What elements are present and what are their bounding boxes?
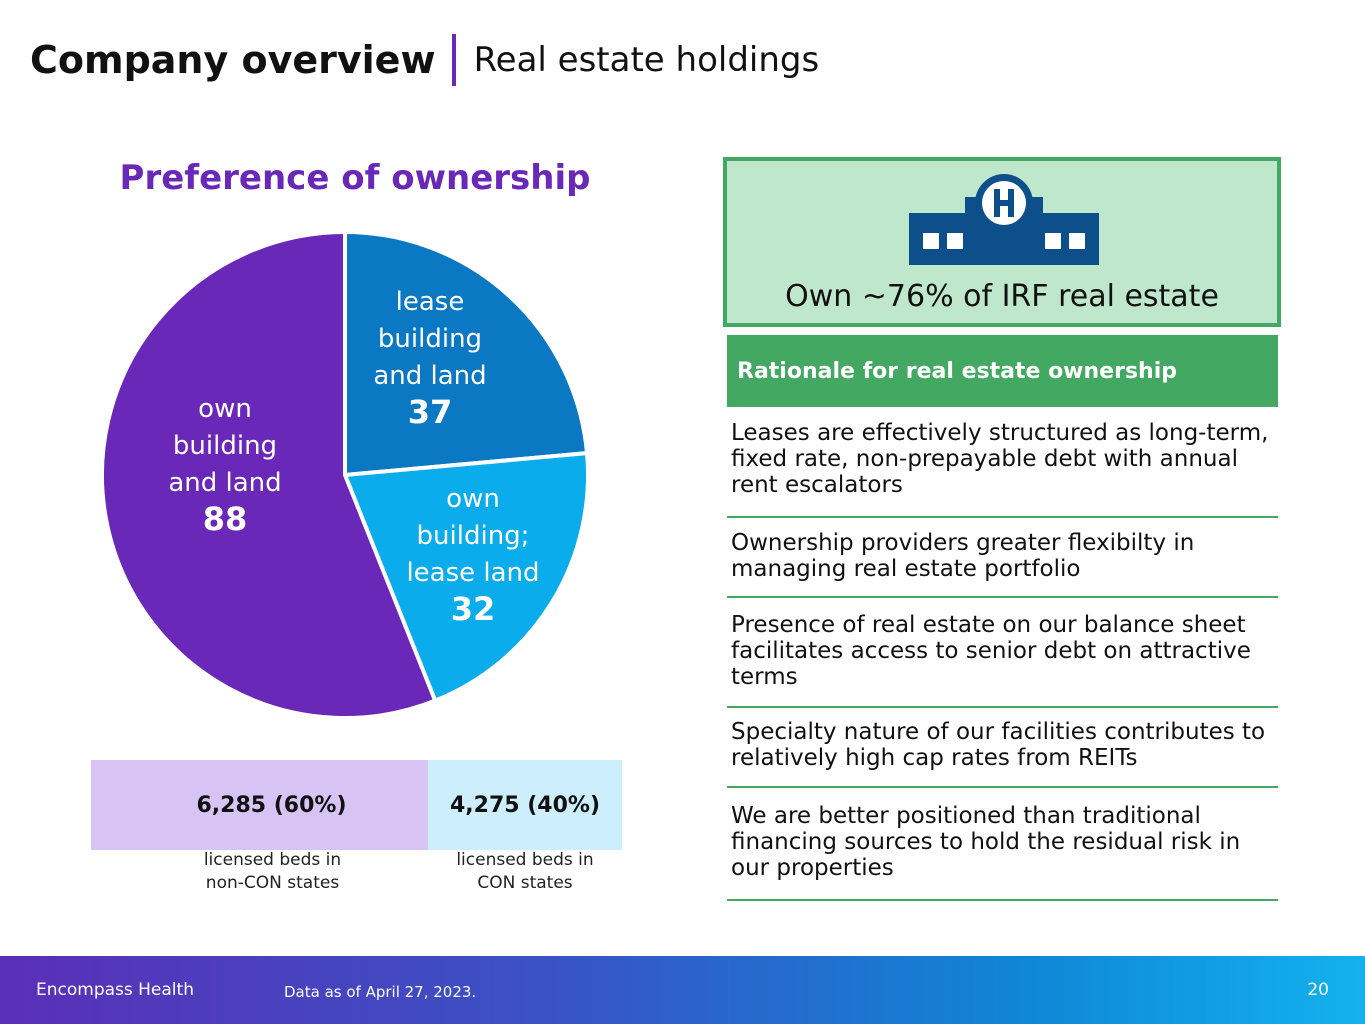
rationale-item-3: Presence of real estate on our balance s…	[727, 612, 1278, 708]
pie-slice-3	[100, 230, 438, 720]
con-beds-caption: licensed beds in CON states	[420, 849, 630, 895]
rationale-item-2: Ownership providers greater flexibilty i…	[727, 530, 1278, 598]
rationale-item-4: Specialty nature of our facilities contr…	[727, 719, 1278, 788]
footer-note: Data as of April 27, 2023.	[284, 983, 477, 1001]
rationale-header: Rationale for real estate ownership	[727, 335, 1278, 407]
page-title: Company overview	[30, 38, 436, 82]
pie-value-2: 32	[451, 590, 496, 628]
pie-label-1-line-3: and land	[373, 361, 486, 391]
con-caption-line1: licensed beds in	[456, 850, 594, 870]
pie-label-2-line-2: building;	[417, 521, 530, 551]
pie-label-2-line-3: lease land	[406, 558, 539, 588]
title-divider	[451, 34, 456, 86]
pie-label-3-line-2: building	[173, 431, 277, 461]
pie-value-3: 88	[203, 500, 248, 538]
non-con-beds-value: 6,285 (60%)	[91, 760, 428, 850]
pie-label-3-line-3: and land	[168, 468, 281, 498]
pie-value-1: 37	[408, 393, 453, 431]
slide-title: Company overview Real estate holdings	[30, 32, 819, 88]
rationale-item-1: Leases are effectively structured as lon…	[727, 420, 1278, 518]
footer-company: Encompass Health	[36, 980, 194, 1000]
ownership-callout: Own ~76% of IRF real estate	[723, 157, 1281, 327]
page-number: 20	[1307, 980, 1329, 1000]
pie-slice-2	[343, 451, 590, 703]
non-con-caption-line2: non-CON states	[205, 873, 340, 893]
con-caption-line2: CON states	[477, 873, 573, 893]
pie-label-1-line-1: lease	[396, 287, 465, 317]
pie-label-2-line-1: own	[446, 484, 500, 514]
pie-slice-1	[343, 230, 590, 477]
non-con-caption-line1: licensed beds in	[203, 850, 342, 870]
footer-bar: Encompass Health Data as of April 27, 20…	[0, 956, 1365, 1024]
pie-label-1-line-2: building	[378, 324, 482, 354]
page-subtitle: Real estate holdings	[473, 40, 820, 80]
non-con-beds-caption: licensed beds in non-CON states	[160, 849, 385, 895]
pie-label-3-line-1: own	[198, 394, 252, 424]
ownership-callout-text: Own ~76% of IRF real estate	[785, 279, 1219, 314]
rationale-item-5: We are better positioned than traditiona…	[727, 803, 1278, 901]
con-beds-value: 4,275 (40%)	[428, 760, 622, 850]
hospital-icon	[909, 174, 1099, 265]
chart-title: Preference of ownership	[119, 158, 591, 198]
